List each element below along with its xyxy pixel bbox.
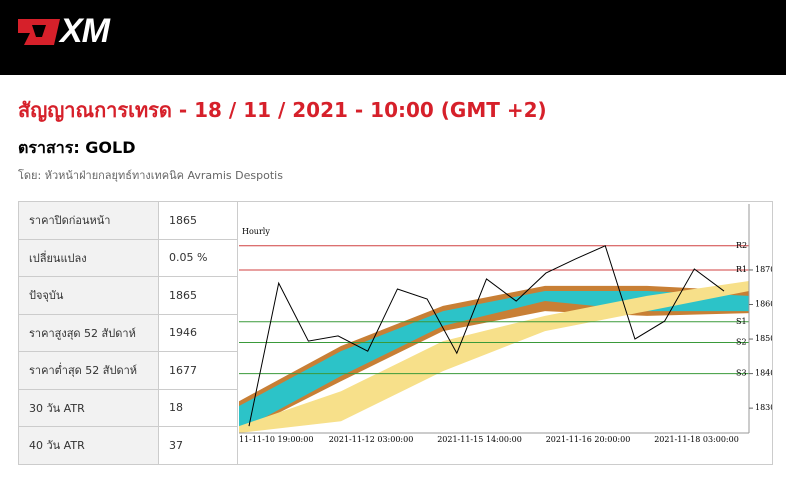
byline: โดย: หัวหน้าฝ่ายกลยุทธ์ทางเทคนิค Avramis… bbox=[18, 169, 283, 182]
value-cell: 1865 bbox=[158, 201, 238, 240]
value-cell: 1865 bbox=[158, 276, 238, 315]
level-label: R2 bbox=[736, 241, 747, 250]
value-cell: 1946 bbox=[158, 313, 238, 352]
y-tick-label: 1850 bbox=[755, 334, 773, 343]
x-tick-label: 2021-11-18 03:00:00 bbox=[654, 435, 739, 444]
table-row: 30 วัน ATR 18 bbox=[18, 388, 238, 427]
logo-icon bbox=[18, 19, 60, 45]
y-tick-label: 1870 bbox=[755, 265, 773, 274]
logo: XM bbox=[60, 12, 110, 50]
value-cell: 1677 bbox=[158, 351, 238, 390]
table-row: เปลี่ยนแปลง 0.05 % bbox=[18, 238, 238, 277]
table-row: ราคาสูงสุด 52 สัปดาห์ 1946 bbox=[18, 313, 238, 352]
value-cell: 37 bbox=[158, 426, 238, 465]
table-row: ปัจจุบัน 1865 bbox=[18, 276, 238, 315]
label-cell: 40 วัน ATR bbox=[18, 426, 159, 465]
label-cell: เปลี่ยนแปลง bbox=[18, 238, 159, 277]
indicator-band bbox=[239, 291, 749, 432]
value-cell: 18 bbox=[158, 388, 238, 427]
instrument: ตราสาร: GOLD bbox=[18, 138, 136, 157]
y-tick-label: 1830 bbox=[755, 403, 773, 412]
table-row: ราคาต่ำสุด 52 สัปดาห์ 1677 bbox=[18, 351, 238, 390]
stats-table: ราคาปิดก่อนหน้า 1865 เปลี่ยนแปลง 0.05 % ปัจจ… bbox=[18, 201, 238, 465]
level-label: R1 bbox=[736, 265, 747, 274]
level-label: S3 bbox=[736, 369, 747, 378]
x-tick-label: 2021-11-16 20:00:00 bbox=[546, 435, 631, 444]
value-cell: 0.05 % bbox=[158, 238, 238, 277]
indicator-band bbox=[239, 281, 749, 433]
label-cell: 30 วัน ATR bbox=[18, 388, 159, 427]
label-cell: ราคาสูงสุด 52 สัปดาห์ bbox=[18, 313, 159, 352]
table-row: ราคาปิดก่อนหน้า 1865 bbox=[18, 201, 238, 240]
y-tick-label: 1860 bbox=[755, 300, 773, 309]
table-row: 40 วัน ATR 37 bbox=[18, 426, 238, 465]
price-line bbox=[248, 245, 725, 427]
level-label: S1 bbox=[736, 317, 747, 326]
x-tick-label: 2021-11-15 14:00:00 bbox=[437, 435, 522, 444]
x-tick-label: 11-11-10 19:00:00 bbox=[239, 435, 313, 444]
chart-title: Hourly bbox=[242, 227, 270, 236]
x-tick-label: 2021-11-12 03:00:00 bbox=[329, 435, 414, 444]
header: XM bbox=[0, 0, 786, 75]
label-cell: ราคาปิดก่อนหน้า bbox=[18, 201, 159, 240]
label-cell: ราคาต่ำสุด 52 สัปดาห์ bbox=[18, 351, 159, 390]
title: สัญญาณการเทรด - 18 / 11 / 2021 - 10:00 (… bbox=[18, 98, 547, 122]
level-label: S2 bbox=[736, 338, 747, 347]
label-cell: ปัจจุบัน bbox=[18, 276, 159, 315]
